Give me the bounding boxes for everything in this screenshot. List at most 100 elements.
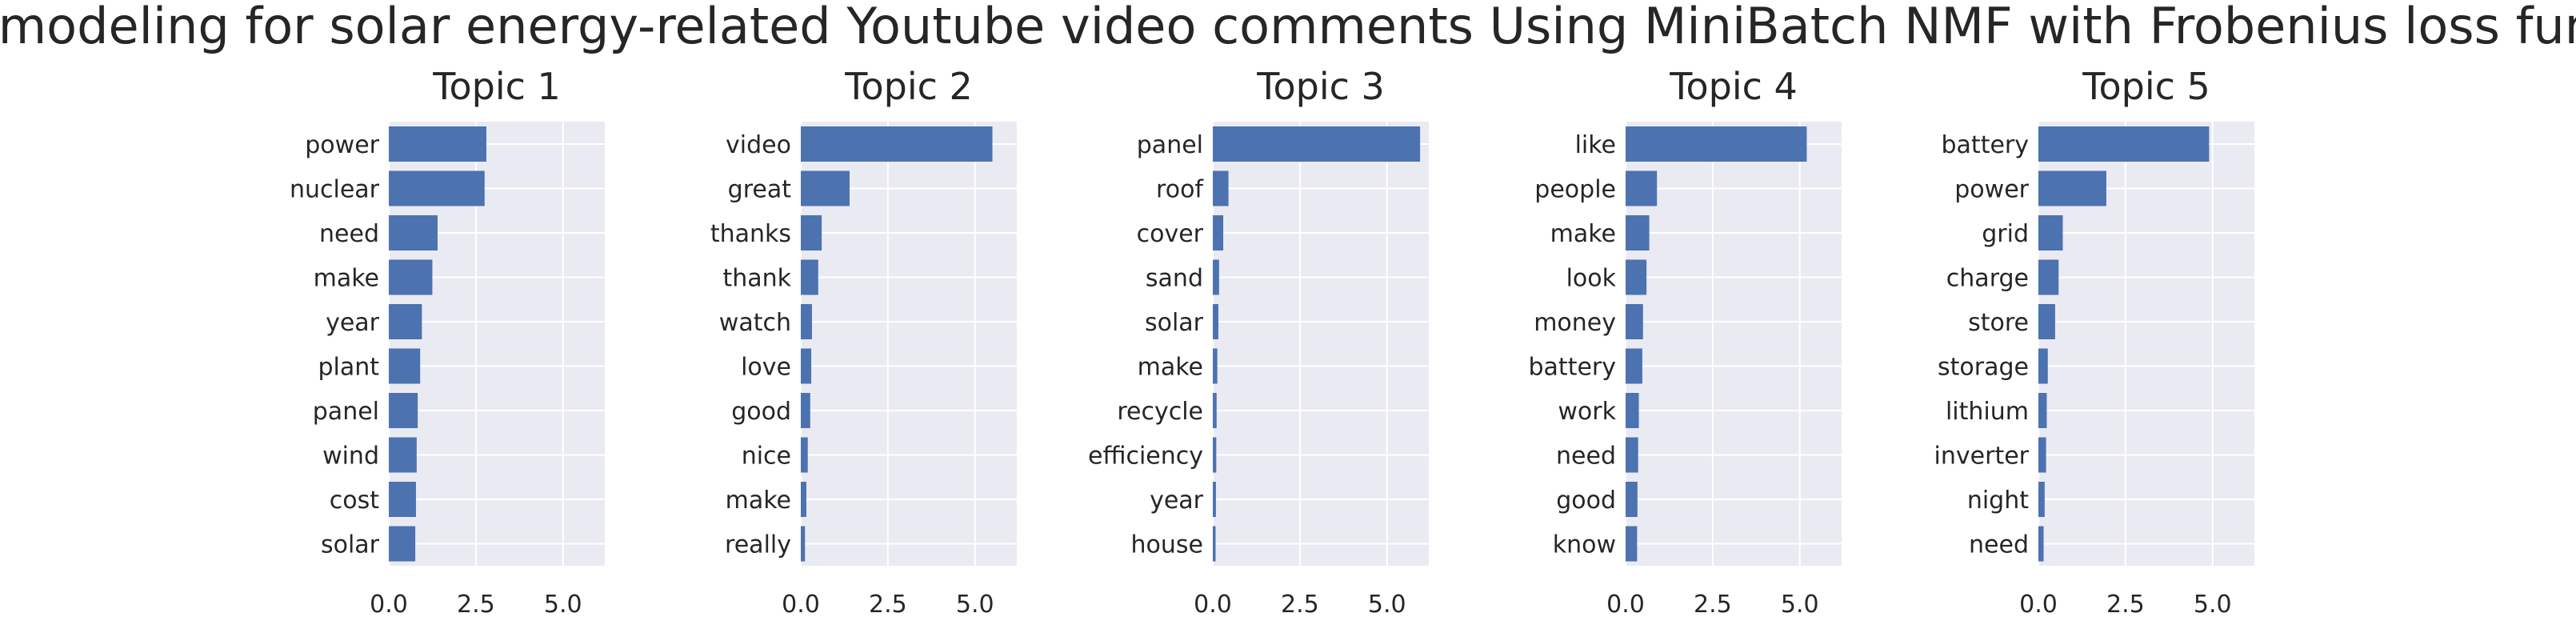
- bar-need: [1626, 437, 1638, 473]
- panel-background: [1626, 122, 1842, 566]
- bar-work: [1626, 393, 1639, 428]
- category-label: battery: [1529, 354, 1617, 382]
- x-tick-label: 2.5: [869, 591, 907, 619]
- bar-house: [1213, 526, 1216, 562]
- category-label: cover: [1137, 220, 1204, 248]
- chart-title: Topic modeling for solar energy-related …: [0, 0, 2576, 55]
- category-label: battery: [1942, 131, 2030, 159]
- category-label: people: [1534, 176, 1616, 204]
- category-label: video: [726, 131, 791, 159]
- topic-panel-3: panel roof cover sand solar make recycle effici…: [1088, 65, 1429, 619]
- bar-power: [2038, 170, 2106, 206]
- bar-year: [1213, 482, 1216, 517]
- category-label: money: [1534, 309, 1616, 337]
- category-label: make: [1138, 354, 1203, 382]
- category-label: thank: [722, 265, 791, 293]
- panel-title: Topic 4: [1669, 65, 1798, 108]
- category-label: grid: [1982, 220, 2029, 248]
- category-label: watch: [719, 309, 791, 337]
- x-tick-label: 0.0: [2019, 591, 2058, 619]
- category-label: recycle: [1117, 398, 1203, 426]
- bar-battery: [2038, 126, 2210, 162]
- category-label: plant: [318, 354, 379, 382]
- bar-cost: [389, 482, 416, 517]
- x-tick-label: 2.5: [2106, 591, 2145, 619]
- bar-nice: [801, 437, 808, 473]
- category-label: know: [1553, 531, 1616, 559]
- bar-cover: [1213, 215, 1224, 250]
- bar-love: [801, 348, 812, 384]
- x-tick-label: 0.0: [782, 591, 820, 619]
- bar-roof: [1213, 170, 1229, 206]
- bar-battery: [1626, 348, 1642, 384]
- bar-efficiency: [1213, 437, 1217, 473]
- bar-night: [2038, 482, 2045, 517]
- category-label: year: [326, 309, 380, 337]
- category-label: store: [1968, 309, 2029, 337]
- category-label: power: [1954, 176, 2029, 204]
- bar-inverter: [2038, 437, 2046, 473]
- x-tick-label: 5.0: [1368, 591, 1406, 619]
- bar-recycle: [1213, 393, 1217, 428]
- bar-make: [801, 482, 806, 517]
- bar-money: [1626, 304, 1643, 339]
- category-label: nuclear: [290, 176, 380, 204]
- topic-panel-1: power nuclear need make year plant panel wind co…: [290, 65, 605, 619]
- bar-power: [389, 126, 486, 162]
- category-label: panel: [313, 398, 379, 426]
- category-label: cost: [330, 487, 379, 515]
- category-label: charge: [1946, 265, 2029, 293]
- category-label: roof: [1156, 176, 1204, 204]
- bar-really: [801, 526, 806, 562]
- category-label: look: [1566, 265, 1617, 293]
- x-tick-label: 0.0: [1194, 591, 1232, 619]
- x-tick-label: 2.5: [1281, 591, 1319, 619]
- bar-like: [1626, 126, 1807, 162]
- bar-charge: [2038, 259, 2059, 295]
- panel-background: [1213, 122, 1429, 566]
- bar-make: [389, 259, 433, 295]
- topic-panel-5: battery power grid charge store storage lithiu…: [1934, 65, 2254, 619]
- panel-title: Topic 2: [844, 65, 973, 108]
- category-label: storage: [1938, 354, 2029, 382]
- bar-make: [1213, 348, 1218, 384]
- category-label: work: [1558, 398, 1616, 426]
- bar-good: [801, 393, 810, 428]
- x-tick-label: 0.0: [1606, 591, 1645, 619]
- x-tick-label: 5.0: [2194, 591, 2232, 619]
- category-label: night: [1967, 487, 2029, 515]
- bar-wind: [389, 437, 417, 473]
- category-label: panel: [1137, 131, 1203, 159]
- category-label: need: [1969, 531, 2029, 559]
- bar-store: [2038, 304, 2055, 339]
- bar-video: [801, 126, 993, 162]
- panel-title: Topic 1: [432, 65, 561, 108]
- category-label: like: [1575, 131, 1616, 159]
- category-label: good: [731, 398, 791, 426]
- category-label: good: [1556, 487, 1616, 515]
- bar-solar: [389, 526, 416, 562]
- topic-panel-4: like people make look money battery work need go…: [1529, 65, 1842, 619]
- category-label: love: [741, 354, 791, 382]
- bar-great: [801, 170, 850, 206]
- bar-panel: [1213, 126, 1421, 162]
- category-label: power: [305, 131, 379, 159]
- bar-grid: [2038, 215, 2063, 250]
- bar-nuclear: [389, 170, 485, 206]
- category-label: thanks: [710, 220, 791, 248]
- topic-panels: power nuclear need make year plant panel wind co…: [290, 65, 2254, 619]
- category-label: inverter: [1934, 443, 2030, 471]
- category-label: efficiency: [1088, 443, 1203, 471]
- bar-solar: [1213, 304, 1218, 339]
- bar-make: [1626, 215, 1650, 250]
- bar-good: [1626, 482, 1638, 517]
- category-label: make: [314, 265, 379, 293]
- bar-need: [389, 215, 438, 250]
- x-tick-label: 0.0: [370, 591, 408, 619]
- category-label: really: [725, 531, 791, 559]
- bar-sand: [1213, 259, 1219, 295]
- category-label: solar: [321, 531, 380, 559]
- x-tick-label: 5.0: [956, 591, 994, 619]
- bar-people: [1626, 170, 1658, 206]
- bar-look: [1626, 259, 1647, 295]
